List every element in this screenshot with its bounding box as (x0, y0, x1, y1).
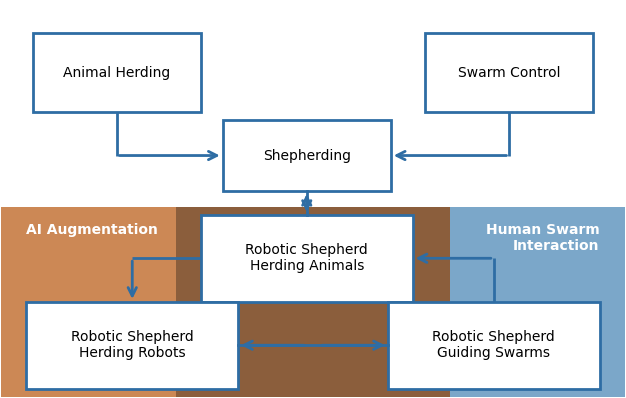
Text: Robotic Shepherd
Guiding Swarms: Robotic Shepherd Guiding Swarms (433, 330, 555, 360)
FancyBboxPatch shape (1, 207, 239, 397)
FancyBboxPatch shape (387, 302, 600, 389)
Text: Shepherding: Shepherding (263, 148, 351, 162)
Text: Swarm Control: Swarm Control (458, 66, 560, 80)
Text: Robotic Shepherd
Herding Robots: Robotic Shepherd Herding Robots (71, 330, 193, 360)
FancyBboxPatch shape (33, 33, 201, 112)
FancyBboxPatch shape (223, 120, 391, 191)
FancyBboxPatch shape (26, 302, 239, 389)
FancyBboxPatch shape (387, 207, 625, 397)
Text: Human Swarm
Interaction: Human Swarm Interaction (486, 223, 600, 253)
FancyBboxPatch shape (425, 33, 593, 112)
Text: AI Augmentation: AI Augmentation (26, 223, 158, 237)
FancyBboxPatch shape (201, 215, 413, 302)
Text: Robotic Shepherd
Herding Animals: Robotic Shepherd Herding Animals (245, 243, 368, 273)
Text: Animal Herding: Animal Herding (63, 66, 170, 80)
FancyBboxPatch shape (176, 207, 450, 397)
